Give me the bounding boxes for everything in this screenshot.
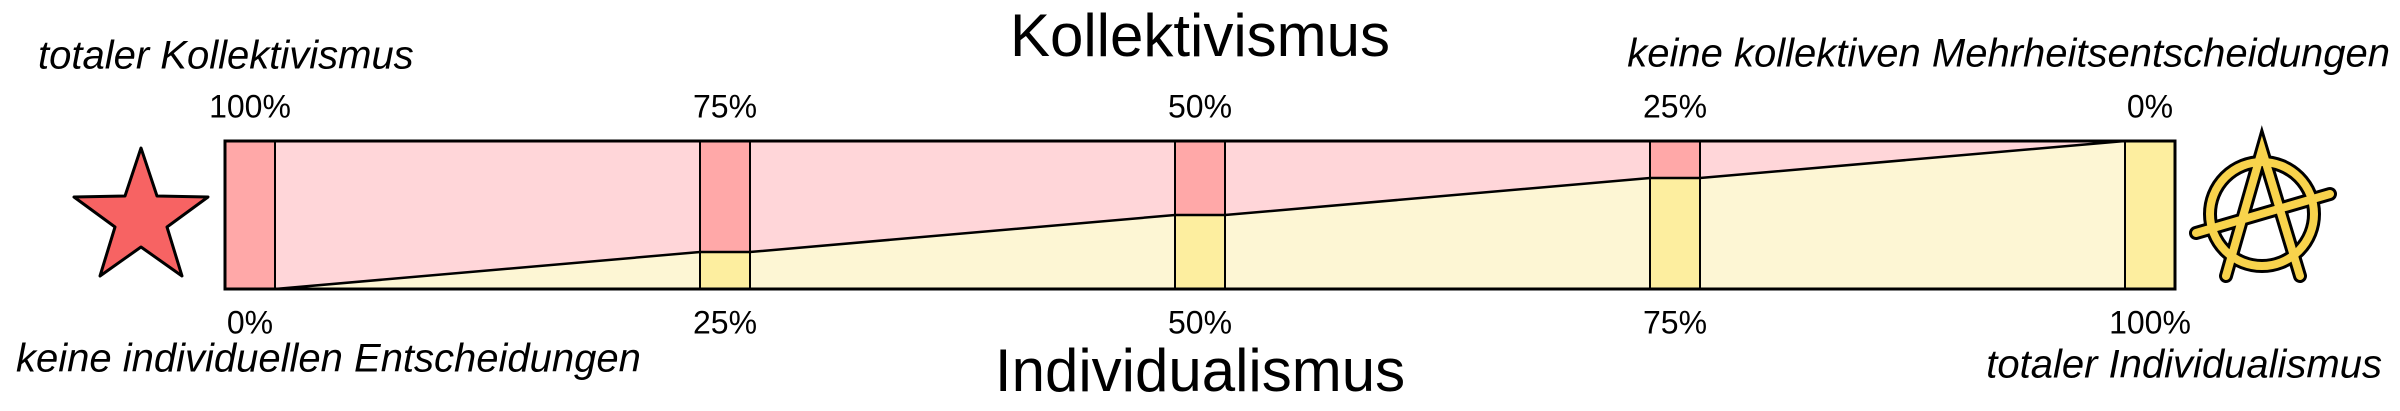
top-tick-label: 100%: [209, 88, 291, 124]
top-tick-label: 25%: [1643, 88, 1707, 124]
bottom-tick-label: 100%: [2109, 304, 2191, 340]
title-top: Kollektivismus: [1010, 2, 1390, 69]
marker-collective: [225, 141, 275, 289]
label-top-right: keine kollektiven Mehrheitsentscheidunge…: [1627, 32, 2390, 76]
top-tick-label: 0%: [2127, 88, 2173, 124]
label-bottom-left: keine individuellen Entscheidungen: [16, 337, 641, 381]
anarchy-icon: [2189, 125, 2337, 283]
bottom-tick-label: 50%: [1168, 304, 1232, 340]
bar-outline: [223, 139, 2177, 291]
star-icon: [72, 146, 210, 278]
label-bottom-right: totaler Individualismus: [1986, 343, 2382, 387]
bottom-tick-label: 0%: [227, 304, 273, 340]
marker-collective: [700, 141, 750, 252]
scale-bar: [223, 139, 2177, 291]
bottom-tick-label: 75%: [1643, 304, 1707, 340]
marker-collective: [1650, 141, 1700, 178]
marker-individual: [2125, 141, 2175, 289]
marker-individual: [1650, 178, 1700, 289]
bottom-tick-label: 25%: [693, 304, 757, 340]
marker-individual: [700, 252, 750, 289]
top-tick-label: 50%: [1168, 88, 1232, 124]
label-top-left: totaler Kollektivismus: [38, 34, 414, 78]
marker-individual: [1175, 215, 1225, 289]
title-bottom: Individualismus: [995, 337, 1405, 404]
marker-collective: [1175, 141, 1225, 215]
divider-line: [225, 139, 2175, 291]
top-tick-label: 75%: [693, 88, 757, 124]
